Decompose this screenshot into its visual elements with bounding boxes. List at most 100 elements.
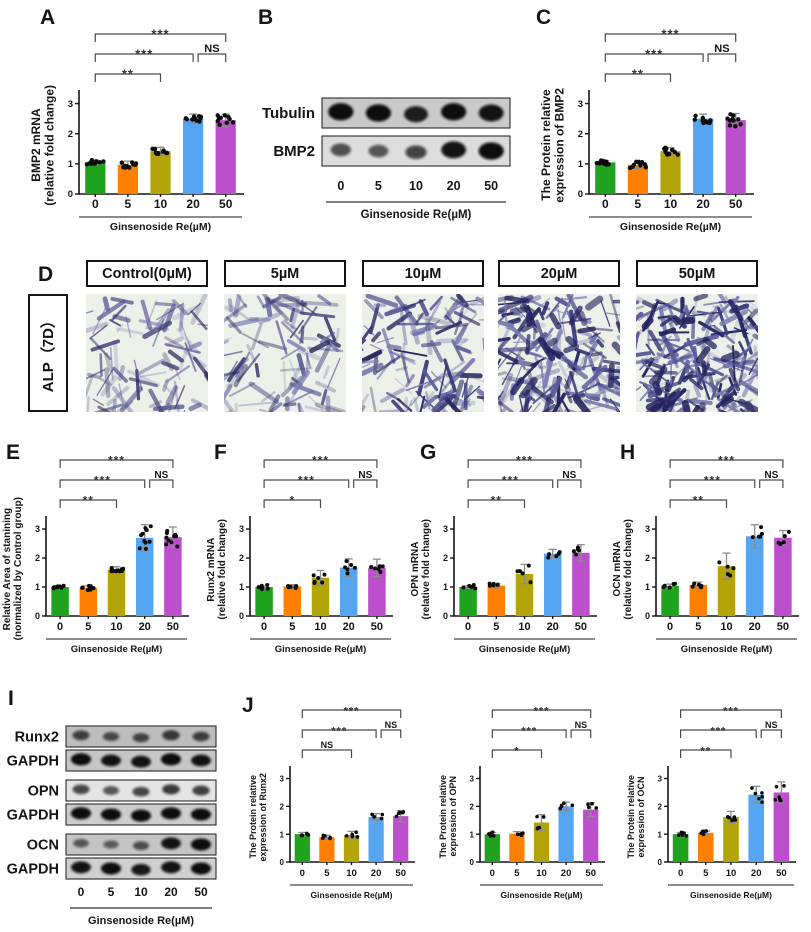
lane-label: 5 (375, 179, 382, 193)
panel-label-i: I (8, 687, 14, 710)
data-point (369, 564, 374, 569)
sig-bracket (491, 709, 592, 718)
lane-label: 5 (108, 885, 115, 899)
blot-band (192, 731, 210, 742)
x-tick-label: 10 (664, 197, 678, 211)
blot-band (190, 862, 212, 875)
data-point (697, 582, 702, 587)
data-point (230, 120, 236, 125)
blot-band (73, 839, 89, 848)
blot-band (160, 753, 182, 766)
y-axis-label: The Protein relative expression of BMP2 (539, 87, 567, 203)
data-point (222, 113, 227, 118)
sig-label: *** (661, 27, 679, 42)
sig-label: *** (711, 726, 727, 738)
bar-0 (595, 162, 616, 194)
alp-image-svg (196, 291, 357, 437)
sig-bracket (263, 459, 378, 468)
data-point (527, 563, 532, 568)
alp-column-label: 5µM (224, 260, 346, 287)
blot-band (190, 808, 212, 821)
x-tick-label: 0 (678, 868, 683, 879)
blot-x-label: Ginsenoside Re(µM) (88, 915, 194, 927)
data-point (782, 784, 786, 788)
y-tick-label: 0 (578, 189, 583, 200)
sig-bracket (604, 53, 704, 62)
data-point (594, 806, 599, 810)
alp-column-label: 50µM (636, 260, 758, 287)
sig-label: *** (135, 47, 153, 62)
data-point (760, 791, 764, 795)
data-point (490, 830, 494, 835)
blot-band (162, 730, 180, 741)
y-tick-label: 0 (280, 858, 285, 867)
data-point (59, 585, 64, 590)
x-tick-label: 5 (703, 868, 709, 879)
bar-20 (746, 536, 764, 616)
x-tick-label: 20 (749, 621, 761, 633)
y-tick-label: 3 (578, 99, 583, 110)
sig-bracket (707, 53, 737, 62)
alp-column-label: Control(0µM) (86, 260, 208, 287)
blot-band (72, 730, 90, 741)
x-tick-label: 5 (290, 621, 296, 633)
blot-row-label: BMP2 (273, 143, 315, 160)
data-point (175, 544, 180, 549)
bar-5 (283, 586, 302, 616)
x-axis-label: Ginsenoside Re(µM) (501, 890, 583, 900)
sig-label: * (290, 494, 296, 508)
lane-label: 50 (194, 885, 208, 899)
sig-label: *** (344, 706, 360, 718)
x-axis-label: Ginsenoside Re(µM) (479, 644, 571, 655)
data-point (730, 818, 735, 823)
sig-label: NS (321, 740, 334, 750)
data-point (702, 118, 708, 124)
bar-0 (85, 162, 106, 194)
data-point (590, 801, 594, 806)
sig-label: ** (491, 494, 502, 508)
x-tick-label: 10 (721, 621, 733, 633)
bar-5 (79, 587, 98, 616)
data-point (572, 549, 577, 554)
data-point (266, 586, 271, 591)
data-point (638, 163, 643, 168)
data-point (124, 164, 129, 169)
data-point (733, 818, 738, 822)
data-point (169, 540, 174, 545)
data-point (680, 833, 685, 837)
y-tick-label: 2 (645, 553, 650, 563)
lane-label: 0 (337, 179, 344, 193)
sig-bracket (557, 479, 582, 488)
chart-bmp2-mrna: BMP2 mRNA (relative fold change) 0 1 2 3 0 5 10 2… (29, 22, 249, 248)
y-tick-label: 3 (658, 775, 663, 784)
alp-row-label-box: ALP（7D） (28, 294, 68, 412)
bar-0 (661, 585, 680, 616)
bar-5 (117, 164, 138, 194)
alp-row-label: ALP（7D） (39, 313, 57, 393)
x-tick-label: 5 (324, 868, 330, 879)
data-point (727, 118, 733, 123)
data-point (322, 572, 327, 577)
blot-row-label: Tubulin (262, 105, 315, 122)
sig-label: ** (122, 67, 134, 82)
y-axis-label: OCN mRNA (relative fold change) (612, 518, 635, 620)
bar-20 (544, 553, 562, 616)
data-point (528, 580, 533, 585)
bar-50 (583, 809, 599, 862)
data-point (782, 540, 787, 545)
bar-20 (748, 794, 765, 862)
data-point (574, 552, 579, 557)
sig-label: *** (723, 706, 739, 718)
sig-label: *** (94, 474, 111, 488)
data-point (758, 534, 763, 539)
data-point (672, 149, 677, 155)
panel-label-f: F (214, 441, 227, 464)
bar-50 (773, 792, 790, 862)
x-tick-label: 0 (602, 197, 609, 211)
x-tick-label: 50 (371, 621, 383, 633)
y-tick-label: 1 (443, 582, 448, 592)
data-point (535, 826, 540, 831)
blot-band (478, 142, 504, 160)
